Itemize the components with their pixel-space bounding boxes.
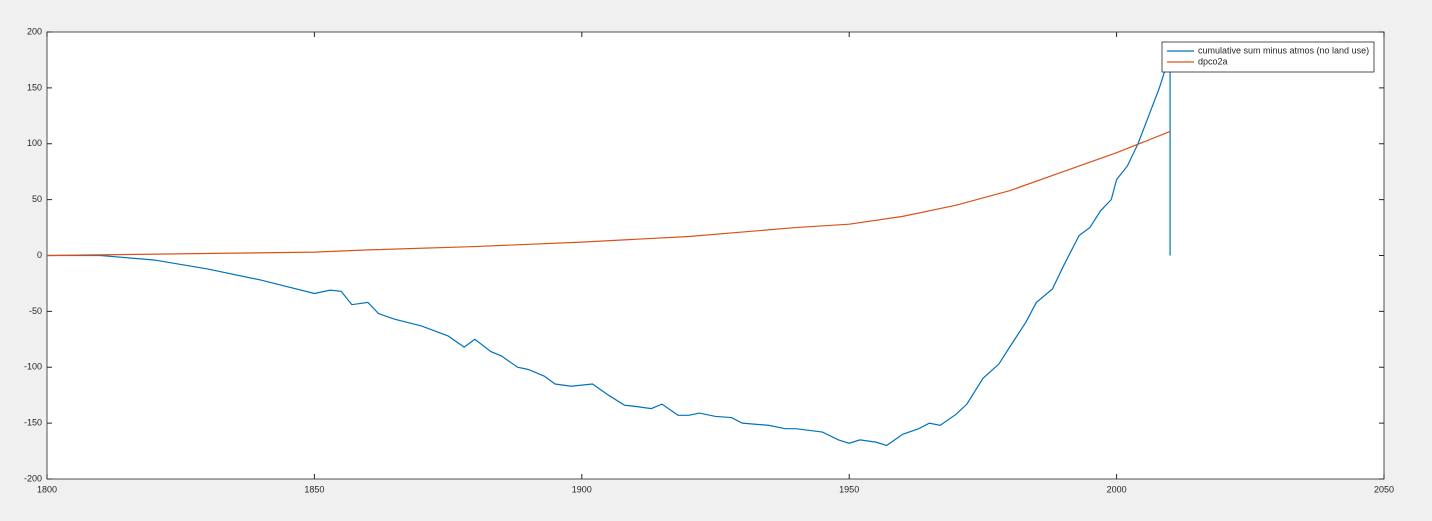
line-series (47, 67, 1171, 447)
y-tick-label: 200 (27, 26, 42, 36)
x-tick-label: 1950 (839, 484, 859, 494)
legend-box (1161, 41, 1375, 73)
line-series (46, 130, 1171, 257)
axes-box (46, 31, 1385, 480)
x-tick-label: 1900 (572, 484, 592, 494)
x-tick-label: 2000 (1107, 484, 1127, 494)
x-tick-label: 2050 (1374, 484, 1394, 494)
y-tick-label: -50 (29, 306, 42, 316)
y-tick-label: -100 (24, 362, 42, 372)
y-tick-label: -200 (24, 473, 42, 483)
legend-label: dpco2a (1198, 56, 1228, 66)
legend-label: cumulative sum minus atmos (no land use) (1198, 45, 1369, 55)
y-tick-label: -150 (24, 418, 42, 428)
y-tick-label: 0 (37, 250, 42, 260)
y-tick-label: 150 (27, 82, 42, 92)
x-tick-label: 1800 (37, 484, 57, 494)
y-tick-label: 100 (27, 138, 42, 148)
y-tick-label: 50 (32, 194, 42, 204)
x-tick-label: 1850 (304, 484, 324, 494)
